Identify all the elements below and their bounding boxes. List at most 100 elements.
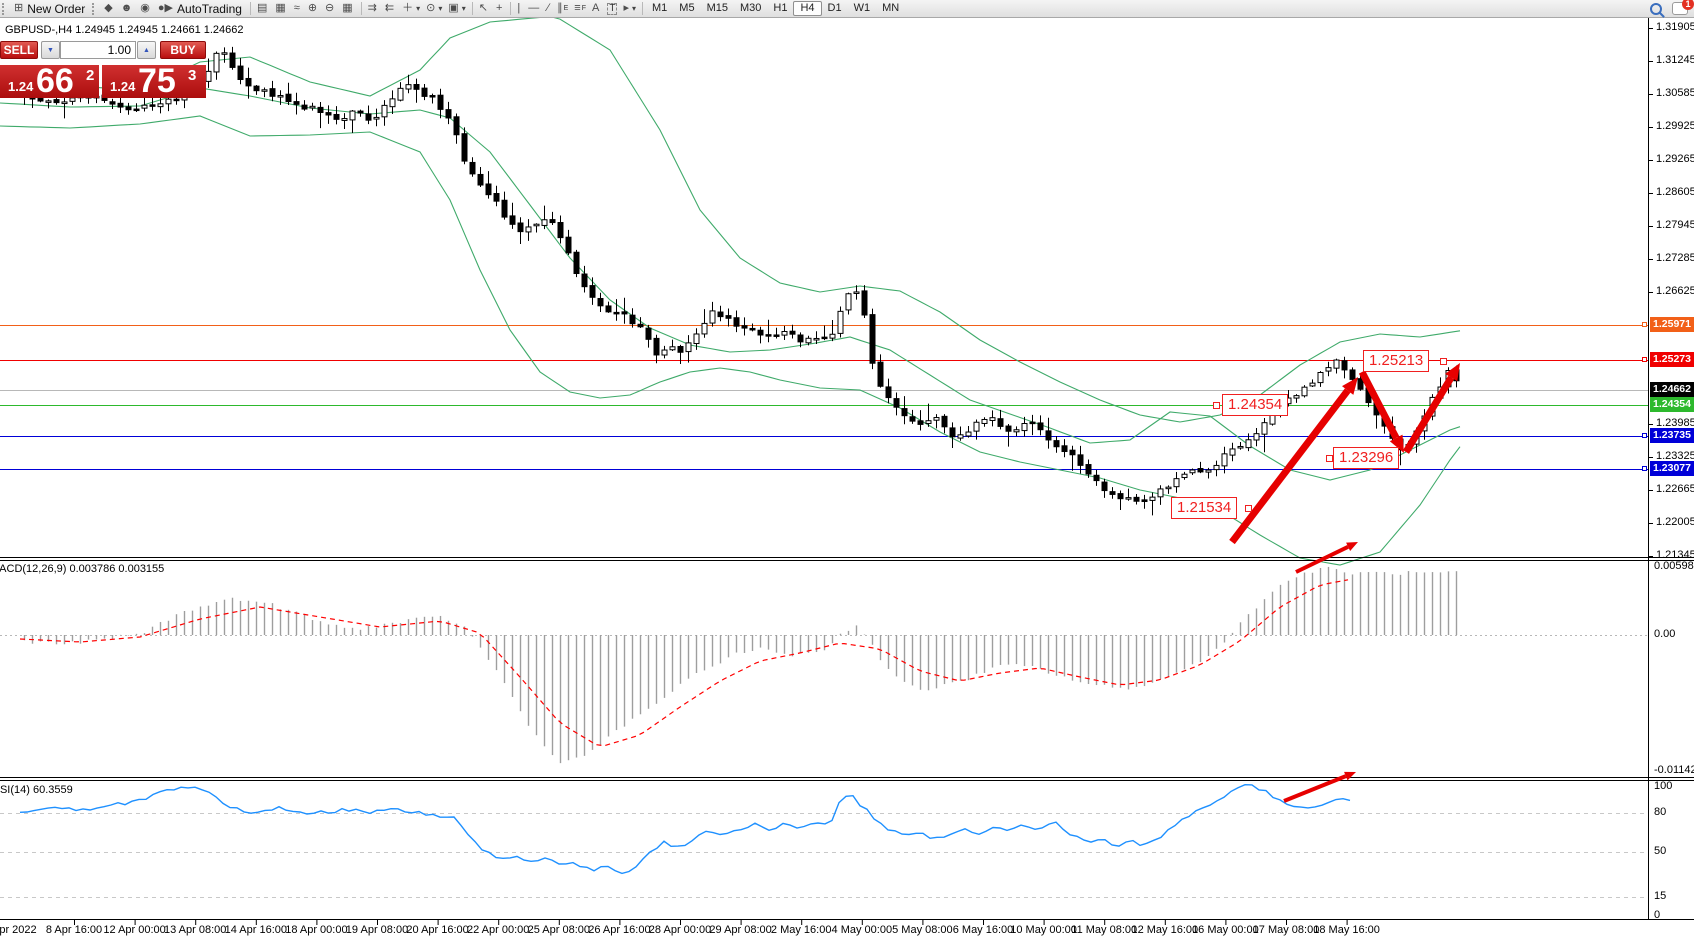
price-annotation[interactable]: 1.25213 (1363, 350, 1430, 372)
notification-badge: 1 (1682, 0, 1694, 10)
buy-button[interactable]: BUY (160, 41, 206, 59)
candle-body (573, 251, 580, 275)
tf-h1[interactable]: H1 (773, 2, 788, 14)
tf-mn[interactable]: MN (882, 2, 900, 14)
time-label: 22 Apr 00:00 (466, 924, 530, 936)
notifications-icon[interactable]: 1 (1672, 0, 1694, 15)
candlestick-chart-button[interactable]: ▦ (272, 1, 290, 17)
price-annotation[interactable]: 1.24354 (1222, 394, 1289, 416)
bar-chart-button[interactable]: ▤ (254, 1, 272, 17)
hline-anchor-square[interactable] (1642, 357, 1647, 362)
tf-m30[interactable]: M30 (739, 2, 762, 14)
candle-body (669, 346, 676, 351)
buy-price-pips: 75 (138, 62, 176, 100)
channel-button[interactable]: ∥ E (557, 2, 569, 14)
annotation-anchor-square[interactable] (1440, 358, 1447, 365)
trend-arrow[interactable] (1295, 544, 1349, 574)
new-order-button[interactable]: ⊞ New Order (11, 1, 90, 17)
text-button[interactable]: A (589, 1, 604, 17)
trendline-button[interactable]: ∕ (544, 1, 554, 17)
tf-d1[interactable]: D1 (827, 2, 842, 14)
vertical-line-button[interactable]: | (514, 1, 525, 17)
candle-body (501, 199, 508, 218)
text-label-button[interactable]: T (604, 1, 620, 17)
hline-anchor-square[interactable] (1642, 466, 1647, 471)
tf-h4[interactable]: H4 (793, 1, 822, 16)
price-tick: 1.30585 (1656, 87, 1694, 99)
text-label-icon: T (607, 2, 618, 15)
candle-body (613, 311, 620, 315)
sell-price-box[interactable]: 1.24 66 2 (0, 62, 99, 100)
periods-button[interactable]: ⊙ ▾ (423, 1, 445, 17)
volume-decrease-button[interactable]: ▼ (41, 41, 60, 59)
sell-button[interactable]: SELL (0, 41, 38, 59)
toolbar-grip[interactable] (2, 2, 9, 15)
tf-m1[interactable]: M1 (652, 2, 668, 14)
crosshair-button[interactable]: + (493, 1, 507, 17)
signals-button[interactable]: ◉ (137, 1, 155, 17)
rsi-axis-tick: 0 (1654, 909, 1661, 921)
tile-windows-button[interactable]: ▦ (339, 1, 357, 17)
annotation-anchor-square[interactable] (1213, 402, 1220, 409)
candle-body (1213, 464, 1220, 471)
hline-anchor-square[interactable] (1642, 433, 1647, 438)
candle-body (1357, 378, 1364, 390)
volume-increase-button[interactable]: ▲ (137, 41, 156, 59)
candle-body (1085, 464, 1092, 475)
candle-body (925, 420, 932, 424)
fibonacci-button[interactable]: ≡ F (574, 2, 586, 14)
price-badge: 1.24354 (1650, 397, 1694, 412)
chart-shift-button[interactable]: ⇇ (382, 1, 399, 17)
search-icon[interactable] (1650, 2, 1662, 15)
candle-body (429, 95, 436, 98)
trend-arrow-head (1445, 363, 1460, 382)
hline-anchor-square[interactable] (1642, 322, 1647, 327)
price-annotation[interactable]: 1.21534 (1171, 497, 1238, 519)
indicators-button[interactable]: ＋ ▾ (399, 1, 423, 17)
arrows-icon: ▸ (623, 2, 629, 14)
candle-body (109, 101, 116, 105)
autotrading-button[interactable]: ● ▶ AutoTrading (155, 1, 247, 17)
price-tick: 1.27285 (1656, 252, 1694, 264)
price-annotation[interactable]: 1.23296 (1333, 447, 1400, 469)
candle-body (1197, 468, 1204, 473)
profile-button[interactable]: ☻ (118, 1, 138, 17)
trend-arrow[interactable] (1283, 774, 1347, 803)
candle-body (629, 314, 636, 325)
expert-advisors-button[interactable]: ◆ (101, 1, 117, 17)
cursor-button[interactable]: ↖ (476, 1, 493, 17)
trend-arrow[interactable] (1229, 388, 1351, 545)
candle-body (693, 333, 700, 345)
zoom-out-icon: ⊖ (325, 2, 335, 14)
toolbar-grip[interactable] (92, 2, 99, 15)
tf-m5[interactable]: M5 (679, 2, 695, 14)
line-chart-button[interactable]: ≈ (291, 1, 305, 17)
arrows-button[interactable]: ▸ ▾ (620, 1, 639, 17)
candle-body (709, 310, 716, 324)
zoom-in-button[interactable]: ⊕ (305, 1, 322, 17)
trend-arrow[interactable] (1403, 375, 1455, 454)
buy-price-box[interactable]: 1.24 75 3 (102, 62, 206, 100)
new-order-label: New Order (27, 1, 86, 16)
candle-body (1253, 433, 1260, 441)
volume-input[interactable] (60, 41, 136, 59)
candle-body (477, 173, 484, 186)
tf-m15[interactable]: M15 (706, 2, 728, 14)
expert-advisor-icon: ◆ (104, 2, 113, 14)
candle-body (917, 420, 924, 425)
macd-signal-line (19, 579, 1349, 747)
profile-icon: ☻ (120, 2, 133, 14)
tf-w1[interactable]: W1 (853, 2, 871, 14)
templates-button[interactable]: ▣ ▾ (445, 1, 468, 17)
candle-body (173, 98, 180, 102)
horizontal-line-button[interactable]: — (525, 1, 544, 17)
candle-body (341, 118, 348, 121)
annotation-anchor-square[interactable] (1245, 505, 1252, 512)
time-label: 5 May 08:00 (892, 924, 953, 936)
zoom-out-button[interactable]: ⊖ (322, 1, 339, 17)
auto-scroll-button[interactable]: ⇉ (365, 1, 382, 17)
annotation-anchor-square[interactable] (1326, 455, 1333, 462)
chart-shift-icon: ⇇ (384, 2, 395, 14)
trend-arrow[interactable] (1358, 370, 1400, 440)
